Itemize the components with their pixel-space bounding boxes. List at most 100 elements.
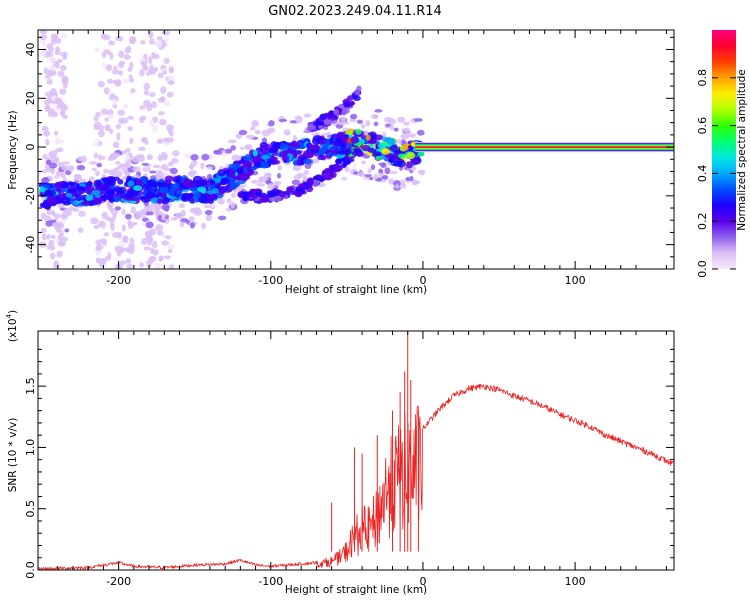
- spectral-blob: [231, 192, 236, 199]
- spectral-blob: [122, 235, 128, 242]
- spectral-blob: [226, 207, 232, 212]
- spectral-blob: [303, 169, 310, 176]
- spectral-blob: [134, 213, 142, 220]
- spectral-blob: [78, 178, 87, 184]
- spectral-blob: [290, 142, 301, 148]
- spectral-blob: [58, 214, 66, 218]
- spectral-blob: [146, 238, 153, 246]
- spectral-blob: [327, 151, 333, 156]
- spectral-blob: [42, 184, 51, 189]
- spectral-blob: [152, 124, 159, 132]
- spectral-blob: [163, 57, 170, 65]
- spectral-blob: [156, 230, 164, 236]
- spectral-blob: [157, 72, 164, 79]
- x-tick-label: 0: [419, 575, 426, 588]
- spectral-blob: [121, 117, 129, 124]
- spectral-blob: [168, 188, 175, 196]
- y-tick-label: 1.0: [24, 439, 37, 457]
- colorbar-ticks: 0.0 0.2 0.4 0.6 0.8: [696, 69, 736, 278]
- spectral-blob: [388, 178, 395, 185]
- spectral-blob: [254, 191, 263, 197]
- spectral-blob: [397, 153, 407, 159]
- spectral-blob: [209, 155, 217, 159]
- spectral-blob: [162, 154, 169, 158]
- spectral-blob: [304, 162, 312, 170]
- spectral-blob: [114, 160, 121, 165]
- spectral-blob: [47, 108, 55, 115]
- spectral-blob: [162, 30, 171, 36]
- spectral-blob: [373, 173, 378, 180]
- spectral-blob: [124, 153, 130, 161]
- spectral-blob: [416, 129, 425, 136]
- spectrogram-panel: -200 -100 0 100 40 20 0 -20 -40: [24, 29, 675, 287]
- spectral-blob: [143, 183, 149, 189]
- spectral-blob: [128, 74, 133, 80]
- spectral-blob: [373, 121, 379, 127]
- spectral-blob: [253, 157, 263, 163]
- spectral-blob: [138, 146, 146, 151]
- spectral-blob: [292, 166, 298, 171]
- spectral-blob: [123, 247, 132, 253]
- y-tick-label: -20: [24, 187, 37, 205]
- spectral-blob: [236, 167, 244, 175]
- spectral-blob: [61, 188, 70, 193]
- spectral-blob: [238, 129, 248, 136]
- spectral-blob: [143, 246, 151, 251]
- spectral-blob: [239, 146, 245, 150]
- spectral-blob: [167, 248, 173, 254]
- spectral-blob: [92, 197, 102, 203]
- spectral-blob: [68, 181, 78, 187]
- snr-background: [38, 331, 674, 570]
- spectral-blob: [169, 167, 178, 175]
- spectral-blob: [107, 252, 112, 259]
- y-tick-label: 40: [24, 43, 37, 57]
- spectral-blob: [103, 232, 110, 237]
- spectral-blob: [121, 208, 126, 216]
- colorbar-label: Normalized spectral amplitude: [736, 69, 748, 230]
- spectral-blob: [61, 164, 69, 171]
- y-tick-label: 0.5: [24, 500, 37, 518]
- spectral-blob: [171, 150, 180, 157]
- spectral-blob: [44, 189, 53, 197]
- spectral-blob: [96, 244, 104, 250]
- spectral-blob: [108, 128, 114, 135]
- spectral-blob: [298, 184, 307, 190]
- spectral-blob: [115, 124, 121, 130]
- snr-frame: [37, 330, 675, 571]
- spectral-blob: [157, 214, 163, 222]
- spectral-blob: [118, 50, 125, 59]
- spectral-blob: [244, 153, 252, 160]
- spectral-blob: [139, 69, 145, 77]
- spectrogram-ticks: -200 -100 0 100 40 20 0 -20 -40: [24, 30, 674, 287]
- snr-y-scale-base: (x10: [7, 318, 19, 342]
- spectral-blob: [59, 64, 67, 71]
- x-tick-label: -200: [106, 274, 131, 287]
- spectral-blob: [164, 175, 174, 182]
- spectral-blob: [320, 133, 329, 137]
- spectral-blob: [210, 203, 218, 207]
- chart-title: GN02.2023.249.04.11.R14: [268, 4, 442, 19]
- spectral-blob: [56, 250, 63, 258]
- spectral-blob: [319, 113, 328, 120]
- spectral-blob: [354, 147, 362, 155]
- spectral-blob: [97, 154, 103, 161]
- spectral-blob: [112, 68, 120, 75]
- spectral-blob: [291, 179, 301, 186]
- y-tick-label: 0.0: [24, 561, 37, 579]
- spectral-blob: [49, 245, 56, 251]
- spectral-blob: [57, 233, 64, 241]
- spectral-blob: [153, 66, 159, 72]
- spectral-blob: [139, 262, 145, 268]
- spectral-blob: [320, 155, 327, 161]
- spectral-blob: [41, 169, 48, 174]
- spectral-blob: [141, 137, 148, 143]
- x-tick-label: -200: [106, 575, 131, 588]
- spectral-blob: [64, 228, 70, 233]
- spectral-blob: [129, 237, 135, 244]
- spectral-blob: [62, 114, 68, 120]
- spectral-blob: [106, 124, 111, 131]
- spectral-blob: [146, 186, 154, 194]
- spectral-blob: [107, 114, 115, 119]
- snr-y-label: SNR (10 * v/v): [7, 418, 19, 493]
